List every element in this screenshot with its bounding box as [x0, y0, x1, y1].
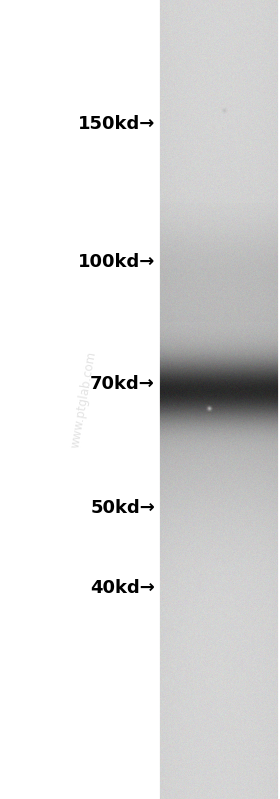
Text: 150kd→: 150kd→: [78, 115, 155, 133]
Text: 70kd→: 70kd→: [90, 375, 155, 393]
Text: 100kd→: 100kd→: [78, 253, 155, 271]
Text: 40kd→: 40kd→: [90, 579, 155, 597]
Text: www.ptglab.com: www.ptglab.com: [69, 350, 99, 449]
Text: 50kd→: 50kd→: [90, 499, 155, 517]
